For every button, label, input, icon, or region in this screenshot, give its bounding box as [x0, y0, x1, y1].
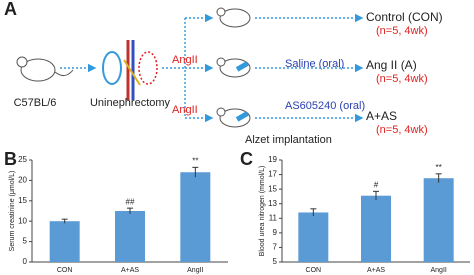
treatment: AS605240 (oral): [285, 100, 365, 112]
group-n: (n=5, 4wk): [376, 124, 428, 136]
y-axis-label: Serum creatinine (μmol/L): [9, 171, 16, 252]
bar: [423, 178, 454, 262]
x-tick-label: A+AS: [121, 267, 139, 274]
group-name: Control (CON): [366, 10, 443, 24]
y-tick-label: 15: [18, 196, 27, 205]
x-tick-label: AngII: [430, 267, 446, 274]
x-tick-label: AngII: [187, 267, 203, 274]
group-n: (n=5, 4wk): [376, 73, 428, 85]
x-tick-label: CON: [306, 267, 322, 274]
y-tick-label: 5: [273, 257, 278, 266]
treatment: Saline (oral): [285, 58, 344, 70]
x-tick-label: A+AS: [367, 267, 385, 274]
significance: ##: [126, 197, 135, 206]
group-n: (n=5, 4wk): [376, 25, 428, 37]
y-tick-label: 9: [273, 228, 278, 237]
y-tick-label: 5: [23, 237, 28, 246]
x-tick-label: CON: [57, 267, 73, 274]
y-tick-label: 17: [268, 170, 277, 179]
mouse-icon: [216, 57, 251, 78]
infusion: AngII: [172, 104, 198, 116]
significance: **: [192, 156, 198, 165]
y-tick-label: 15: [268, 184, 277, 193]
strain: C57BL/6: [14, 97, 57, 109]
group-name: A+AS: [366, 109, 397, 123]
surgery: Uninephrectomy: [90, 97, 171, 109]
group-name: Ang II (A): [366, 58, 417, 72]
panel-label: A: [4, 0, 17, 19]
y-tick-label: 13: [268, 199, 277, 208]
y-tick-label: 19: [268, 155, 277, 164]
y-tick-label: 10: [18, 216, 27, 225]
implant: Alzet implantation: [245, 134, 332, 146]
panel-label: C: [240, 149, 253, 169]
bar: [115, 211, 145, 262]
bar: [180, 172, 211, 262]
mouse-icon: [16, 56, 74, 82]
y-tick-label: 25: [18, 155, 27, 164]
y-tick-label: 0: [23, 257, 28, 266]
y-axis-label: Blood urea nitrogen (mmol/L): [259, 166, 266, 257]
significance: **: [436, 163, 442, 172]
bar: [49, 221, 80, 262]
y-tick-label: 11: [269, 213, 278, 222]
bar: [298, 212, 329, 262]
y-tick-label: 7: [273, 243, 278, 252]
mouse-icon: [216, 7, 251, 28]
bar: [361, 195, 391, 262]
mouse-icon: [216, 107, 251, 128]
panel-label: B: [4, 149, 17, 169]
significance: #: [374, 180, 379, 189]
infusion: AngII: [172, 54, 198, 66]
kidney-diagram: [102, 40, 158, 100]
y-tick-label: 20: [18, 176, 27, 185]
